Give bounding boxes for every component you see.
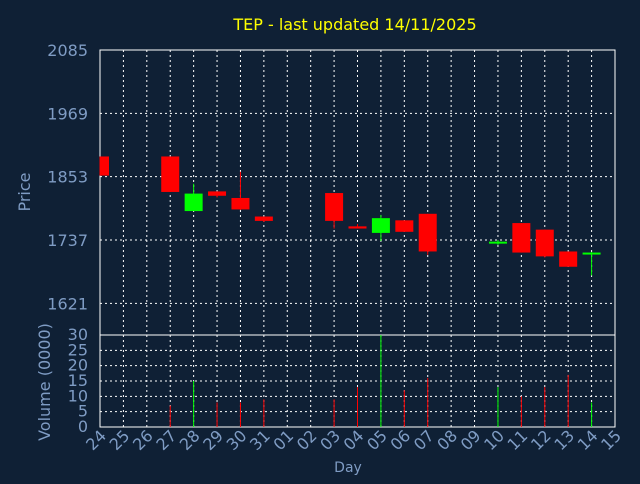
candle-body <box>559 251 578 267</box>
candle <box>348 224 367 229</box>
candle <box>395 220 414 232</box>
candle-body <box>161 156 180 192</box>
candle <box>488 240 507 245</box>
candle-body <box>348 226 367 229</box>
candle <box>535 229 554 258</box>
price-tick-label: 1737 <box>47 231 88 250</box>
candle-body <box>535 229 554 257</box>
candle-body <box>418 213 437 252</box>
candle-body <box>371 218 390 233</box>
x-axis-label: Day <box>334 460 362 476</box>
price-grid <box>100 49 615 335</box>
candle <box>254 216 273 222</box>
volume-tick-label: 0 <box>78 417 88 436</box>
volume-tick-label: 20 <box>68 356 88 375</box>
candle-body <box>184 193 203 212</box>
price-plot-frame <box>99 49 616 336</box>
candle <box>418 213 437 255</box>
candle <box>161 156 180 192</box>
candle-body <box>512 223 531 253</box>
volume-bars <box>169 335 593 427</box>
volume-tick-label: 15 <box>68 371 88 390</box>
price-tick-label: 1969 <box>47 104 88 123</box>
candle <box>512 223 531 253</box>
volume-tick-label: 5 <box>78 402 88 421</box>
chart-title: TEP - last updated 14/11/2025 <box>232 15 476 34</box>
volume-tick-label: 10 <box>68 386 88 405</box>
candle-body <box>100 156 109 176</box>
candle <box>184 183 203 212</box>
candle <box>99 156 109 176</box>
candle <box>582 252 601 276</box>
candle-body <box>395 220 414 232</box>
candle <box>559 251 578 267</box>
volume-axis-label: Volume (0000) <box>35 323 54 441</box>
price-tick-label: 1621 <box>47 294 88 313</box>
x-tick-label: 15 <box>597 426 625 454</box>
x-tick-labels: 2425262728293031010203040506070809101112… <box>82 426 625 454</box>
candle <box>231 171 250 210</box>
candle <box>371 214 390 242</box>
volume-tick-label: 25 <box>68 340 88 359</box>
candle-body <box>582 252 601 255</box>
candle-body <box>488 241 507 244</box>
candle-body <box>254 216 273 221</box>
candlestick-series <box>99 156 601 276</box>
candle-body <box>231 197 250 210</box>
price-y-tick-labels: 1621 1737 1853 1969 2085 <box>47 41 88 313</box>
price-tick-label: 2085 <box>47 41 88 60</box>
candle-body <box>325 193 344 221</box>
candle <box>208 191 227 198</box>
price-panel: 1621 1737 1853 1969 2085 Price <box>15 41 616 336</box>
price-tick-label: 1853 <box>47 168 88 187</box>
price-axis-label: Price <box>15 172 34 211</box>
volume-tick-label: 30 <box>68 325 88 344</box>
candle-body <box>208 191 227 196</box>
candle <box>325 193 344 229</box>
